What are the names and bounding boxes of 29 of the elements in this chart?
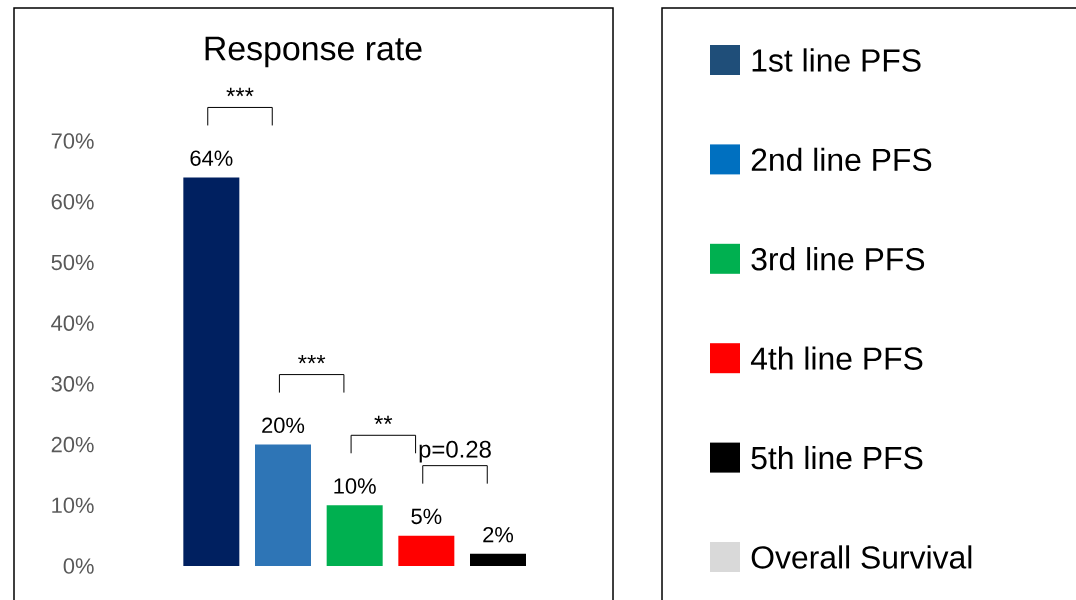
text: 3rd line PFS <box>751 247 925 271</box>
text: 1st line PFS <box>752 48 921 72</box>
bar <box>255 444 311 567</box>
data-label: 20% <box>262 417 305 434</box>
annotation: *** <box>298 354 326 364</box>
y-tick-label: 70% <box>51 133 94 149</box>
data-label: 10% <box>334 478 376 494</box>
text: 5th line PFS <box>751 445 923 470</box>
y-tick-label: 40% <box>51 315 94 331</box>
data-label: 2% <box>483 526 514 543</box>
text: 4th line PFS <box>750 346 923 370</box>
annotation: p=0.28 <box>419 440 491 463</box>
bar <box>326 505 383 567</box>
y-tick-label: 10% <box>52 497 94 514</box>
y-tick-label: 30% <box>51 376 94 392</box>
y-tick-label: 50% <box>51 254 94 271</box>
chart-title: Response rate <box>205 36 422 68</box>
bar <box>470 553 526 567</box>
data-label: 64% <box>190 150 233 166</box>
data-label: 5% <box>411 508 442 525</box>
annotation: ** <box>374 415 393 425</box>
text: *** <box>226 87 254 97</box>
y-tick-label: 20% <box>51 436 94 453</box>
bar <box>398 535 455 567</box>
text: 2nd line PFS <box>751 147 932 172</box>
y-tick-label: 60% <box>51 193 94 210</box>
bar <box>183 177 240 567</box>
text: Overall Survival <box>751 545 972 569</box>
y-tick-label: 0% <box>63 558 94 574</box>
